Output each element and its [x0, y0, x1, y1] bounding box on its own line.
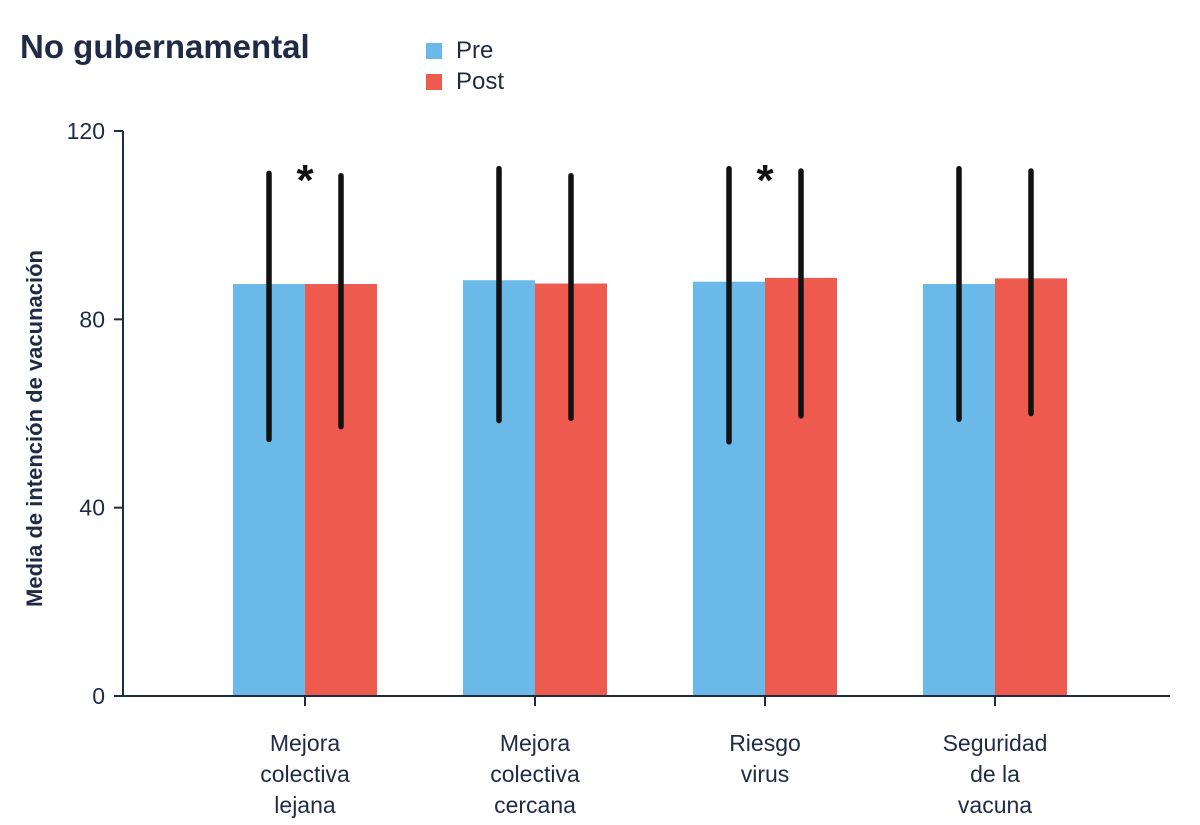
x-tick-label-line: Mejora — [500, 730, 571, 756]
legend-item-post: Post — [426, 66, 504, 97]
legend-label-pre: Pre — [456, 36, 494, 64]
x-tick-label-line: de la — [970, 761, 1020, 787]
legend-swatch-pre — [426, 42, 442, 59]
x-tick-label-line: Riesgo — [729, 730, 801, 756]
legend-swatch-post — [426, 73, 442, 90]
significance-marker: * — [756, 156, 774, 205]
x-tick-label: Mejora colectiva cercana — [490, 730, 580, 818]
legend: Pre Post — [426, 35, 504, 97]
x-tick-label: Riesgo virus — [729, 730, 801, 787]
x-tick-label-line: virus — [741, 761, 790, 787]
y-tick-label: 0 — [92, 683, 105, 709]
x-tick-label-line: Seguridad — [943, 730, 1048, 756]
x-tick-label: Mejora colectiva lejana — [260, 730, 350, 818]
y-tick-label: 120 — [67, 118, 105, 144]
x-tick-label-line: vacuna — [958, 792, 1032, 818]
legend-item-pre: Pre — [426, 35, 504, 66]
y-tick-label: 80 — [79, 306, 105, 332]
x-tick-label-line: Mejora — [270, 730, 341, 756]
y-tick-label: 40 — [79, 495, 105, 521]
y-axis-label: Media de intención de vacunación — [22, 250, 47, 607]
x-tick-label-line: colectiva — [490, 761, 580, 787]
x-tick-label-line: cercana — [494, 792, 576, 818]
significance-marker: * — [296, 156, 314, 205]
x-tick-label: Seguridad de la vacuna — [943, 730, 1048, 818]
legend-label-post: Post — [456, 67, 505, 95]
chart-title: No gubernamental — [20, 28, 310, 65]
x-tick-label-line: colectiva — [260, 761, 350, 787]
x-tick-label-line: lejana — [274, 792, 336, 818]
